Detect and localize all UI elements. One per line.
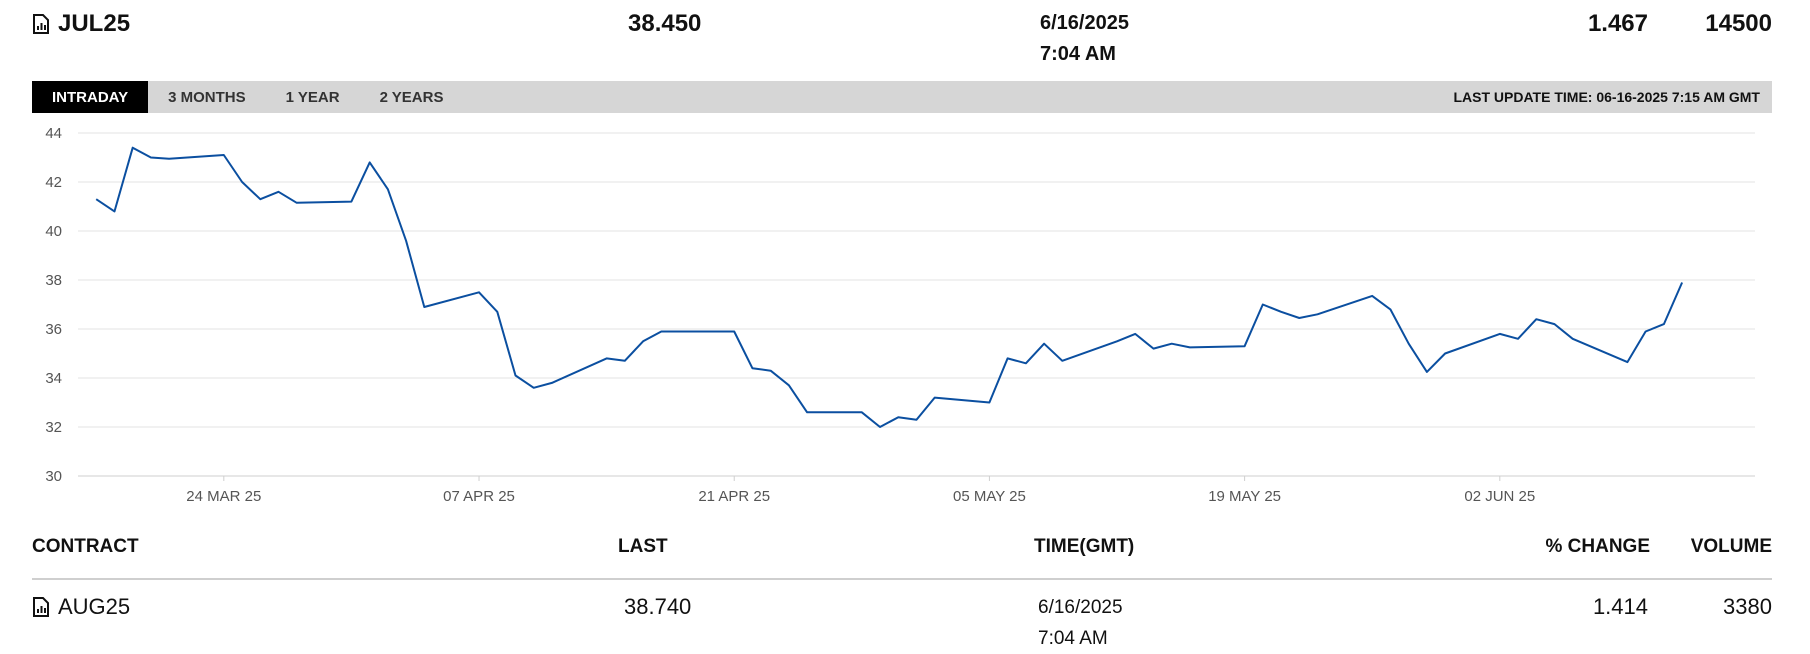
- tab-label: 3 MONTHS: [168, 88, 246, 106]
- last-price: 38.740: [624, 594, 692, 619]
- document-chart-icon[interactable]: [32, 14, 50, 34]
- last-price: 38.450: [628, 10, 702, 37]
- contract-symbol[interactable]: AUG25: [58, 594, 131, 619]
- contract-cell[interactable]: AUG25: [32, 594, 130, 620]
- range-tab-bar: INTRADAY 3 MONTHS 1 YEAR 2 YEARS LAST UP…: [32, 81, 1772, 113]
- tab-intraday[interactable]: INTRADAY: [32, 81, 149, 113]
- header-contract: CONTRACT: [32, 536, 139, 557]
- price-series-line: [95, 146, 1684, 428]
- contract-cell[interactable]: JUL25: [32, 10, 130, 38]
- tab-label: INTRADAY: [52, 88, 129, 106]
- y-tick-label: 42: [45, 174, 62, 191]
- contract-symbol[interactable]: JUL25: [58, 10, 131, 37]
- tab-3-months[interactable]: 3 MONTHS: [148, 81, 266, 113]
- table-row: AUG25 38.740 6/16/2025 7:04 AM 1.414 338…: [32, 594, 1772, 654]
- percent-change: 1.467: [1587, 10, 1648, 37]
- tab-label: 1 YEAR: [285, 88, 340, 106]
- x-tick-label: 24 MAR 25: [186, 488, 261, 505]
- y-tick-label: 40: [45, 223, 62, 240]
- last-update-time: LAST UPDATE TIME: 06-16-2025 7:15 AM GMT: [1453, 89, 1760, 105]
- trade-clock: 7:04 AM: [1038, 628, 1108, 649]
- header-last: LAST: [618, 536, 668, 557]
- x-tick-label: 02 JUN 25: [1464, 488, 1535, 505]
- trade-time: 6/16/2025 7:04 AM: [1038, 592, 1123, 654]
- trade-clock: 7:04 AM: [1040, 43, 1116, 65]
- volume: 3380: [1723, 594, 1772, 619]
- tab-label: 2 YEARS: [379, 88, 444, 106]
- y-tick-label: 32: [45, 419, 62, 436]
- header-time: TIME(GMT): [1034, 536, 1135, 557]
- document-chart-icon[interactable]: [32, 597, 50, 617]
- header-volume: VOLUME: [1690, 536, 1772, 557]
- y-tick-label: 30: [45, 468, 62, 485]
- tab-2-years[interactable]: 2 YEARS: [360, 81, 464, 113]
- x-tick-label: 19 MAY 25: [1208, 488, 1281, 505]
- selected-contract-row: JUL25 38.450 6/16/2025 7:04 AM 1.467 145…: [32, 10, 1772, 70]
- y-tick-label: 36: [45, 321, 62, 338]
- tab-1-year[interactable]: 1 YEAR: [266, 81, 360, 113]
- trade-date: 6/16/2025: [1040, 12, 1129, 34]
- trade-date: 6/16/2025: [1038, 597, 1123, 618]
- percent-change: 1.414: [1592, 594, 1648, 619]
- y-tick-label: 44: [45, 125, 62, 142]
- table-header: CONTRACT LAST TIME(GMT) % CHANGE VOLUME: [32, 536, 1772, 580]
- header-percent-change: % CHANGE: [1545, 536, 1650, 557]
- price-chart[interactable]: 44 42 40 38 36 34 32 30 24 MAR 25 07 APR 25 21 APR…: [0, 113, 1810, 513]
- x-tick-label: 07 APR 25: [443, 488, 515, 505]
- x-tick-label: 21 APR 25: [698, 488, 770, 505]
- y-tick-label: 34: [45, 370, 62, 387]
- y-tick-label: 38: [45, 272, 62, 289]
- volume: 14500: [1705, 10, 1772, 37]
- trade-time: 6/16/2025 7:04 AM: [1040, 8, 1129, 70]
- x-tick-label: 05 MAY 25: [953, 488, 1026, 505]
